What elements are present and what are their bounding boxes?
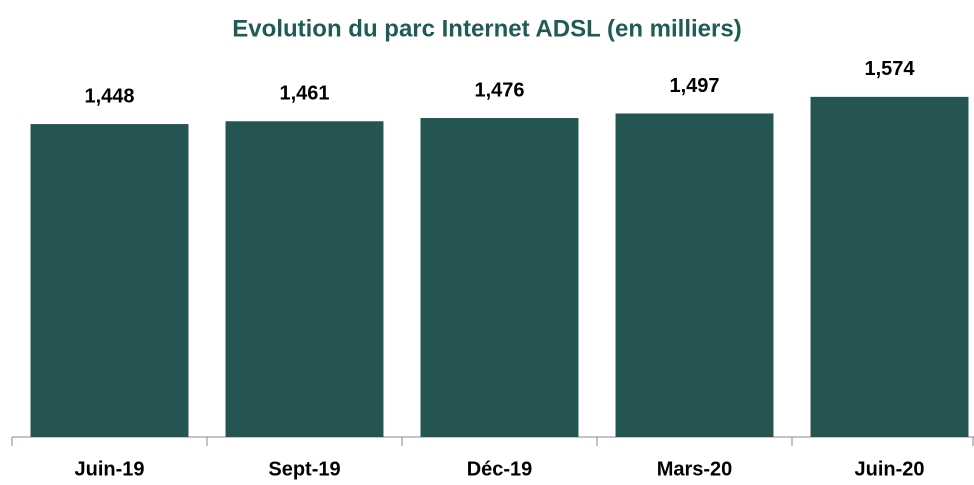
value-label: 1,497 — [669, 75, 719, 97]
value-label: 1,476 — [474, 79, 524, 101]
bar — [420, 118, 579, 438]
value-label: 1,461 — [279, 83, 329, 105]
bar — [810, 96, 969, 437]
bar — [615, 113, 774, 438]
value-label: 1,448 — [84, 85, 134, 107]
chart-title: Evolution du parc Internet ADSL (en mill… — [232, 15, 741, 42]
x-tick-label: Juin-20 — [854, 458, 924, 480]
x-tick-label: Sept-19 — [268, 458, 340, 480]
bar — [30, 124, 189, 438]
x-tick-label: Mars-20 — [657, 458, 733, 480]
x-tick-label: Déc-19 — [467, 458, 533, 480]
bar — [225, 121, 384, 438]
value-label: 1,574 — [864, 58, 915, 80]
x-tick-label: Juin-19 — [74, 458, 144, 480]
